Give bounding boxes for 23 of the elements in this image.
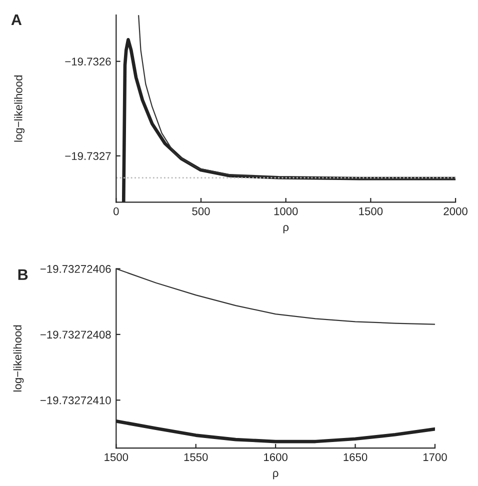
x-tick-label: 500	[192, 207, 210, 216]
x-tick-label: 1500	[359, 207, 383, 216]
y-axis-title: log−likelihood	[13, 325, 24, 392]
line-series	[116, 268, 435, 325]
x-tick-label: 1650	[344, 453, 368, 462]
x-tick-label: 0	[114, 207, 119, 216]
chart-title: B	[18, 269, 28, 280]
y-tick-label: −19.73272408	[40, 330, 111, 339]
x-axis-title: ρ	[273, 470, 278, 480]
y-tick-label: −19.7326	[65, 58, 111, 66]
x-tick-label: 1500	[104, 453, 128, 462]
x-tick-label: 1000	[274, 207, 298, 216]
x-tick-label: 1600	[264, 453, 288, 462]
y-axis-title: log−likelihood	[14, 76, 25, 142]
chart-title: A	[11, 14, 22, 25]
y-tick-label: −19.73272406	[40, 265, 111, 273]
y-tick-label: −19.7327	[65, 152, 111, 160]
x-axis-title: ρ	[283, 225, 289, 234]
x-tick-label: 1550	[184, 453, 208, 462]
x-tick-label: 2000	[444, 207, 468, 216]
x-tick-label: 1700	[423, 453, 447, 462]
line-series	[138, 15, 456, 180]
y-tick-label: −19.73272410	[40, 396, 111, 404]
